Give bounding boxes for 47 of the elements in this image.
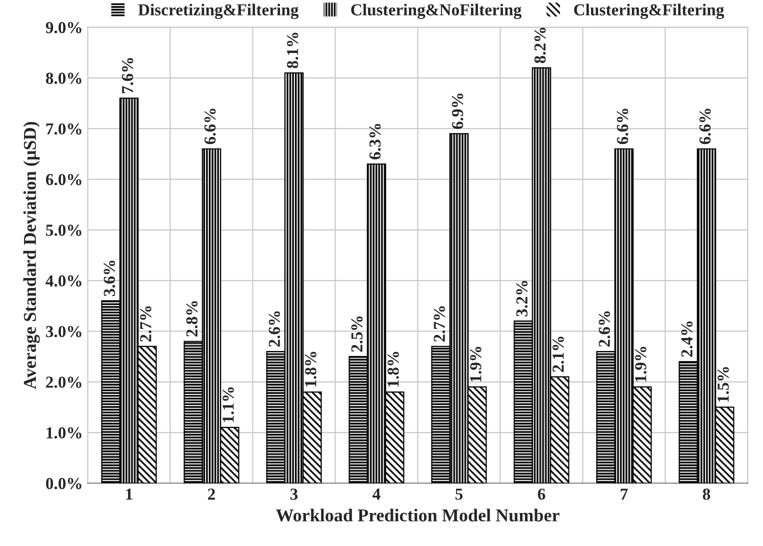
x-axis-title: Workload Prediction Model Number <box>276 508 560 522</box>
x-tick-label: 6 <box>538 488 546 500</box>
y-tick-label: 9.0% <box>46 22 82 34</box>
data-label: 2.5% <box>351 316 363 352</box>
data-label: 2.6% <box>268 311 280 347</box>
data-label: 1.5% <box>718 367 729 402</box>
data-label: 7.6% <box>122 58 134 94</box>
legend-label: Clustering&NoFiltering <box>351 4 522 19</box>
data-label: 1.9% <box>470 346 482 382</box>
data-label: 2.7% <box>140 306 152 342</box>
data-label: 2.7% <box>434 306 446 342</box>
data-label: 1.9% <box>635 346 646 382</box>
y-tick-label: 2.0% <box>46 376 82 388</box>
data-label: 6.6% <box>699 108 711 144</box>
data-label: 2.8% <box>186 301 198 337</box>
x-tick-label: 8 <box>702 488 710 500</box>
data-label: 1.8% <box>305 352 316 387</box>
data-label: 3.6% <box>104 260 116 296</box>
data-label: 1.1% <box>222 387 234 422</box>
data-label: 6.9% <box>452 94 464 129</box>
y-tick-label: 4.0% <box>46 275 82 287</box>
data-label: 2.6% <box>598 311 610 347</box>
data-label: 2.1% <box>552 336 564 372</box>
data-label: 6.6% <box>616 108 628 144</box>
data-label: 3.2% <box>516 281 528 316</box>
legend-label: Discretizing&Filtering <box>138 4 299 19</box>
data-label: 8.2% <box>534 28 546 64</box>
y-tick-label: 1.0% <box>46 427 82 439</box>
x-tick-label: 7 <box>620 488 628 500</box>
data-label: 2.4% <box>681 322 693 357</box>
data-label: 1.8% <box>388 352 399 387</box>
y-tick-label: 6.0% <box>46 174 82 186</box>
x-tick-label: 4 <box>372 488 380 500</box>
data-label: 6.6% <box>204 108 216 144</box>
data-label: 8.1% <box>286 32 298 68</box>
y-tick-label: 7.0% <box>46 123 82 135</box>
y-tick-label: 0.0% <box>46 478 82 490</box>
data-label: 6.3% <box>369 124 381 160</box>
y-tick-label: 3.0% <box>46 326 82 338</box>
x-tick-label: 3 <box>290 488 298 500</box>
y-tick-label: 8.0% <box>46 72 82 84</box>
x-tick-label: 1 <box>126 488 132 500</box>
y-tick-label: 5.0% <box>46 224 82 236</box>
y-axis-title: Average Standard Deviation (μSD) <box>23 122 40 390</box>
legend-label: Clustering&Filtering <box>574 4 724 19</box>
x-tick-label: 5 <box>455 488 463 500</box>
x-tick-label: 2 <box>208 488 215 500</box>
